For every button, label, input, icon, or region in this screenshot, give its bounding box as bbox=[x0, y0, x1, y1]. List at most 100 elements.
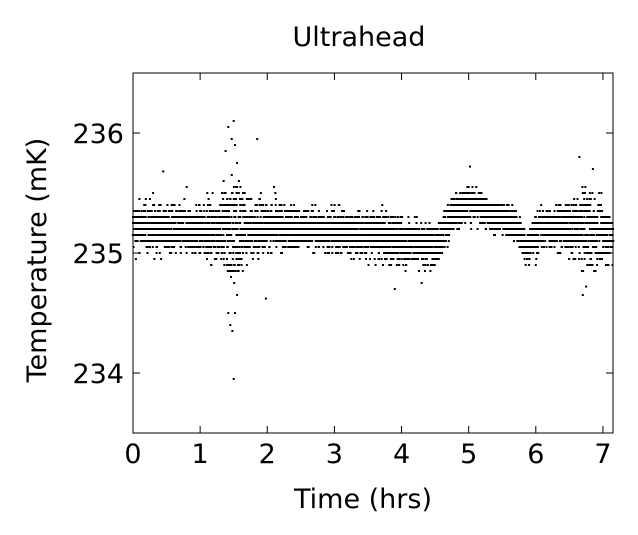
data-point bbox=[415, 228, 418, 230]
data-point bbox=[237, 234, 240, 236]
data-point bbox=[208, 240, 211, 242]
data-point bbox=[258, 204, 261, 206]
data-point bbox=[349, 240, 352, 242]
data-point bbox=[244, 234, 246, 236]
data-point bbox=[591, 264, 594, 266]
data-point bbox=[331, 210, 333, 212]
data-point bbox=[137, 210, 140, 212]
data-point bbox=[483, 216, 486, 218]
data-point bbox=[347, 234, 350, 236]
data-point bbox=[572, 204, 575, 206]
data-point bbox=[198, 204, 201, 206]
data-point bbox=[451, 198, 453, 200]
data-point bbox=[221, 192, 223, 194]
data-point bbox=[527, 252, 530, 254]
data-point bbox=[225, 204, 227, 206]
data-point bbox=[386, 234, 389, 236]
data-point bbox=[452, 216, 454, 218]
data-point bbox=[562, 234, 565, 236]
data-point bbox=[358, 210, 360, 212]
data-point bbox=[344, 222, 347, 224]
data-point bbox=[405, 264, 407, 266]
data-point bbox=[306, 234, 309, 236]
data-point bbox=[514, 210, 517, 212]
data-point bbox=[292, 210, 295, 212]
data-point bbox=[365, 258, 367, 260]
data-point bbox=[593, 222, 596, 224]
data-point bbox=[186, 216, 189, 218]
data-point bbox=[279, 228, 282, 230]
data-point bbox=[193, 240, 196, 242]
data-point bbox=[415, 216, 418, 218]
data-point bbox=[292, 234, 295, 236]
data-point bbox=[393, 234, 396, 236]
data-point bbox=[242, 192, 245, 194]
data-point bbox=[378, 222, 381, 224]
data-point bbox=[362, 222, 365, 224]
data-point bbox=[345, 216, 348, 218]
data-point bbox=[302, 228, 305, 230]
data-point bbox=[401, 228, 404, 230]
data-point bbox=[391, 252, 393, 254]
data-point bbox=[274, 216, 276, 218]
data-point bbox=[182, 210, 185, 212]
data-point bbox=[148, 198, 151, 200]
data-point bbox=[391, 222, 394, 224]
data-point bbox=[574, 246, 577, 248]
data-point bbox=[189, 234, 192, 236]
data-point bbox=[580, 222, 583, 224]
data-point bbox=[169, 210, 172, 212]
data-point bbox=[296, 246, 299, 248]
data-point bbox=[333, 240, 336, 242]
data-point bbox=[304, 222, 307, 224]
data-point bbox=[382, 246, 385, 248]
data-point bbox=[518, 246, 521, 248]
data-point bbox=[605, 264, 607, 266]
data-point bbox=[322, 216, 325, 218]
data-point bbox=[274, 204, 277, 206]
data-point bbox=[188, 216, 191, 218]
data-point bbox=[170, 204, 173, 206]
data-point bbox=[245, 216, 248, 218]
data-point bbox=[369, 234, 372, 236]
data-point bbox=[196, 216, 199, 218]
data-point bbox=[222, 246, 225, 248]
data-point bbox=[577, 228, 580, 230]
data-point bbox=[481, 198, 484, 200]
data-point bbox=[303, 210, 305, 212]
data-point bbox=[402, 264, 405, 266]
data-point bbox=[422, 258, 425, 260]
data-point bbox=[473, 216, 476, 218]
data-point bbox=[158, 210, 161, 212]
data-point bbox=[405, 240, 408, 242]
data-point bbox=[246, 216, 249, 218]
chart-title: Ultrahead bbox=[293, 22, 426, 53]
data-point bbox=[390, 264, 393, 266]
data-point bbox=[385, 210, 388, 212]
data-point bbox=[187, 210, 190, 212]
data-point bbox=[267, 210, 269, 212]
data-point bbox=[311, 204, 314, 206]
data-point bbox=[247, 234, 250, 236]
data-point bbox=[243, 204, 246, 206]
data-point bbox=[149, 216, 152, 218]
data-point bbox=[460, 222, 463, 224]
data-point bbox=[487, 222, 490, 224]
data-point bbox=[146, 222, 149, 224]
data-point bbox=[347, 228, 350, 230]
data-point bbox=[281, 252, 283, 254]
data-point bbox=[494, 204, 497, 206]
data-point bbox=[435, 246, 438, 248]
data-point bbox=[164, 222, 167, 224]
data-point bbox=[225, 264, 228, 266]
data-point bbox=[533, 234, 536, 236]
data-point bbox=[460, 210, 463, 212]
data-point bbox=[556, 216, 558, 218]
data-point bbox=[264, 210, 267, 212]
data-point bbox=[235, 210, 238, 212]
data-point bbox=[417, 258, 420, 260]
data-point bbox=[556, 240, 558, 242]
data-point bbox=[571, 252, 574, 254]
data-point bbox=[226, 258, 228, 260]
